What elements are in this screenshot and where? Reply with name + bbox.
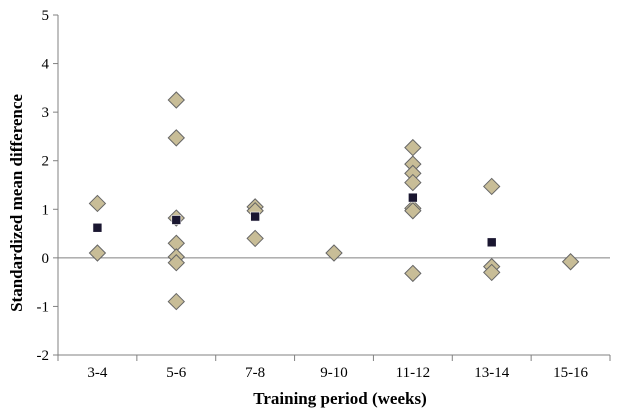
y-tick-label: 2 xyxy=(42,154,50,170)
data-point-diamond xyxy=(246,229,264,248)
mean-point-square xyxy=(171,215,182,225)
y-tick-label: -2 xyxy=(37,348,50,364)
mean-point-square xyxy=(92,222,103,233)
data-point-diamond xyxy=(483,263,501,282)
y-axis-title: Standardized mean difference xyxy=(7,94,26,312)
mean-point-square xyxy=(250,211,260,222)
y-tick-label: 1 xyxy=(42,202,50,218)
data-point-diamond xyxy=(404,173,422,192)
y-tick-label: 3 xyxy=(42,105,50,121)
mean-point-square xyxy=(408,192,418,203)
data-point-diamond xyxy=(325,244,343,262)
data-point-diamond xyxy=(404,202,422,220)
data-point-diamond xyxy=(167,254,185,272)
mean-point-square xyxy=(486,237,497,248)
data-point-diamond xyxy=(404,264,422,283)
x-tick-label: 13-14 xyxy=(474,365,509,381)
x-tick-label: 5-6 xyxy=(166,365,186,381)
data-point-diamond xyxy=(561,253,580,271)
data-point-diamond xyxy=(167,129,185,147)
data-point-diamond xyxy=(167,292,185,311)
y-tick-label: 4 xyxy=(42,57,50,73)
x-tick-label: 15-16 xyxy=(553,365,588,381)
data-point-diamond xyxy=(167,91,185,109)
data-point-diamond xyxy=(483,177,501,196)
x-tick-label: 9-10 xyxy=(320,365,348,381)
data-point-diamond xyxy=(88,194,107,213)
x-tick-label: 3-4 xyxy=(87,365,107,381)
y-tick-label: -1 xyxy=(37,299,50,315)
y-tick-label: 0 xyxy=(42,251,50,267)
data-point-diamond xyxy=(88,244,107,262)
x-tick-label: 11-12 xyxy=(396,365,430,381)
data-point-diamond xyxy=(404,138,422,157)
y-tick-label: 5 xyxy=(42,8,50,24)
x-tick-label: 7-8 xyxy=(245,365,265,381)
x-axis-title: Training period (weeks) xyxy=(253,389,426,408)
